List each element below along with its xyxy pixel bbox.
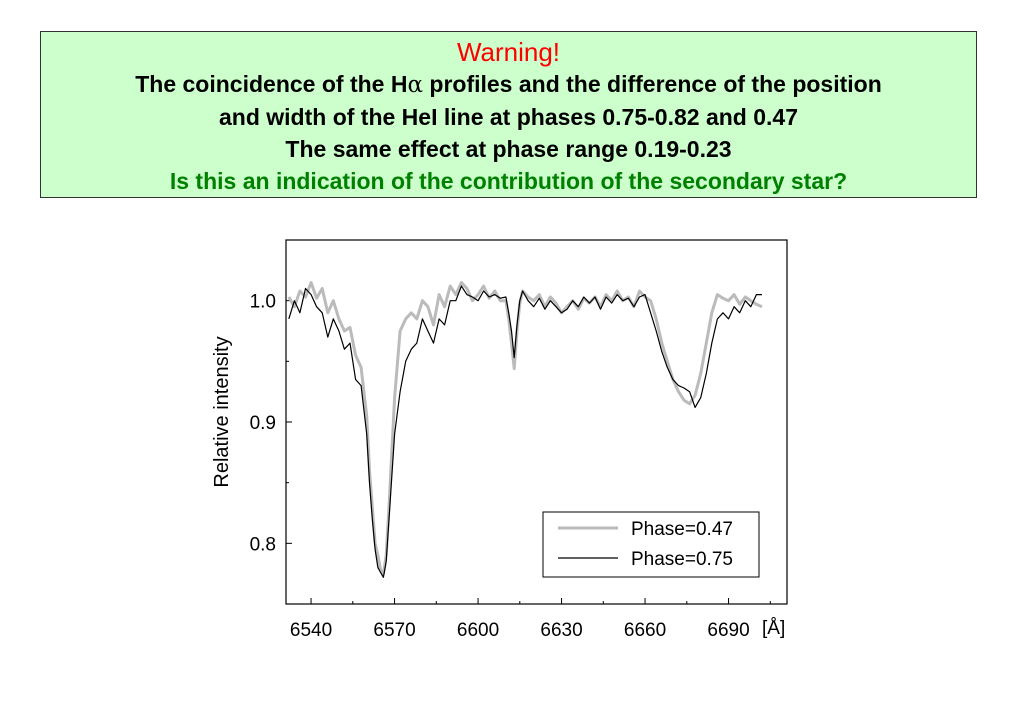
y-tick-label-2: 1.0	[250, 292, 276, 313]
warning-line-1-before: The coincidence of the H	[135, 71, 408, 97]
warning-line-1: The coincidence of the Hα profiles and t…	[41, 68, 976, 101]
x-tick-label-6540: 6540	[290, 620, 332, 641]
legend-label-047: Phase=0.47	[631, 519, 733, 540]
series-line-1	[288, 285, 762, 578]
legend: Phase=0.47 Phase=0.75	[542, 511, 760, 578]
series-layer	[287, 281, 763, 578]
x-tick-label-6630: 6630	[540, 620, 582, 641]
x-tick-label-6600: 6600	[457, 620, 499, 641]
warning-title: Warning!	[456, 37, 561, 67]
warning-line-2: and width of the HeI line at phases 0.75…	[218, 104, 798, 130]
warning-line-1-after: profiles and the difference of the posit…	[423, 71, 882, 97]
y-tick-label-1: 0.9	[250, 413, 276, 434]
y-axis-title: Relative intensity	[211, 336, 233, 487]
x-tick-label-6660: 6660	[624, 620, 666, 641]
warning-box: Warning! The coincidence of the Hα profi…	[40, 31, 977, 198]
x-axis-unit: [Å]	[762, 618, 785, 639]
alpha-symbol: α	[407, 72, 423, 98]
warning-line-3: The same effect at phase range 0.19-0.23	[285, 136, 732, 162]
x-tick-label-6570: 6570	[373, 620, 415, 641]
y-tick-label-0: 0.8	[250, 534, 276, 555]
legend-box	[542, 511, 760, 578]
axis-ticks: 6540 6570 6600 6630 6660 6690 0.8 0.9 1.0	[250, 292, 771, 641]
legend-label-075: Phase=0.75	[631, 549, 733, 570]
x-tick-label-6690: 6690	[707, 620, 749, 641]
series-line-0	[287, 281, 763, 576]
warning-question: Is this an indication of the contributio…	[169, 168, 848, 194]
